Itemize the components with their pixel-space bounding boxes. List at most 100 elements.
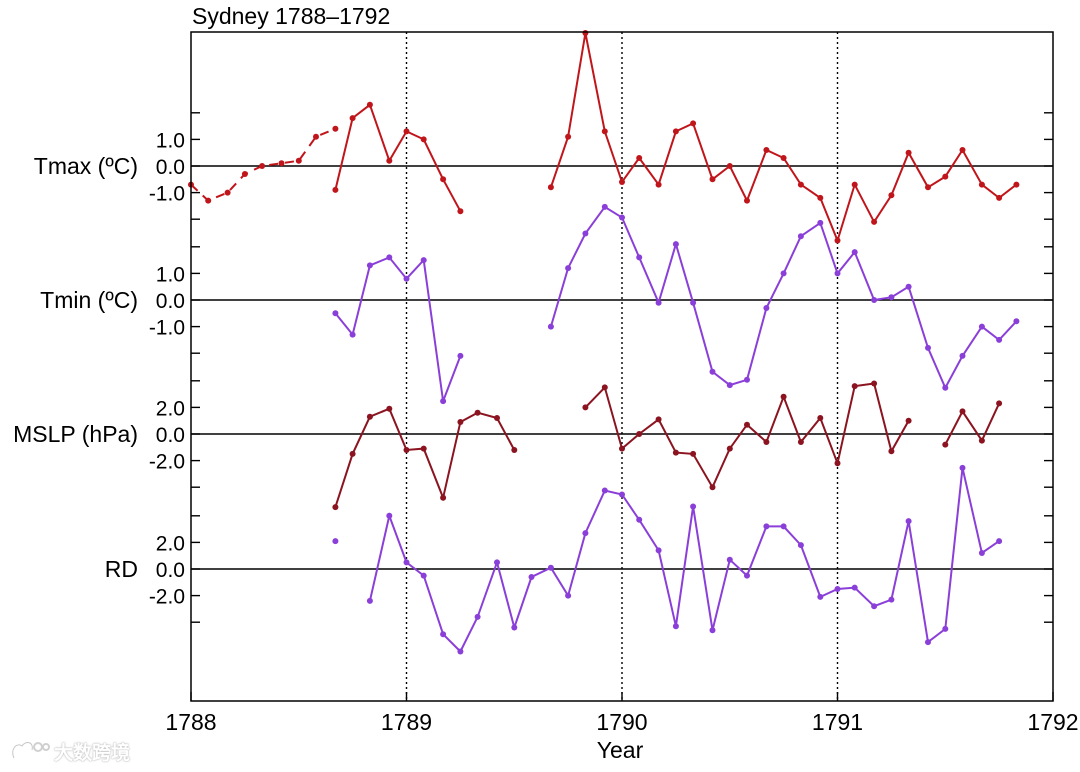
data-point <box>726 445 733 452</box>
data-point <box>978 550 985 556</box>
data-point <box>888 596 895 603</box>
data-point <box>547 184 554 191</box>
data-point <box>817 415 824 421</box>
y-tick-label: -2.0 <box>149 586 185 609</box>
data-point <box>851 249 858 256</box>
data-point <box>959 352 966 359</box>
data-point <box>1013 318 1020 325</box>
data-point <box>744 376 750 383</box>
data-point <box>996 336 1003 343</box>
data-point <box>332 186 339 193</box>
data-point <box>797 233 804 240</box>
data-point <box>834 270 841 277</box>
data-point <box>420 257 427 264</box>
watermark-logo-icon <box>11 741 50 759</box>
data-point <box>655 547 662 554</box>
data-point <box>403 128 410 135</box>
data-point <box>817 219 824 226</box>
data-point <box>690 299 697 306</box>
data-point <box>851 181 858 188</box>
data-point <box>386 254 393 261</box>
panel-1: 1.0 0.0 -1.0 Tmin (ºC) <box>40 203 1053 405</box>
data-point <box>763 305 770 311</box>
data-point <box>601 384 608 391</box>
data-point <box>619 445 625 452</box>
data-point <box>349 331 356 338</box>
panel-label: Tmin (ºC) <box>40 287 138 313</box>
x-tick-label: 1791 <box>812 709 863 735</box>
data-point <box>403 447 410 453</box>
data-point <box>582 230 589 237</box>
data-point <box>888 448 895 455</box>
data-point <box>817 593 824 600</box>
data-point <box>905 149 912 156</box>
data-point <box>690 450 697 457</box>
data-point <box>440 494 447 501</box>
data-point <box>224 189 231 196</box>
series-line-0 <box>334 256 462 402</box>
data-point <box>959 464 966 471</box>
data-point <box>672 128 679 135</box>
data-point <box>888 294 895 301</box>
data-point <box>349 115 356 122</box>
data-point <box>619 214 625 221</box>
data-point <box>978 323 985 330</box>
y-tick-label: -1.0 <box>149 317 185 340</box>
data-point <box>420 136 427 143</box>
panel-0: 1.0 0.0 -1.0 Tmax (ºC) <box>34 30 1053 244</box>
data-point <box>565 592 572 599</box>
data-point <box>511 447 518 453</box>
data-point <box>403 275 410 282</box>
x-axis-ticks: 1788 1789 1790 1791 1792 <box>165 692 1079 735</box>
data-point <box>619 491 625 498</box>
data-point <box>690 503 697 510</box>
data-point <box>420 572 427 579</box>
data-point <box>440 176 447 183</box>
data-point <box>851 383 858 390</box>
data-point <box>582 30 589 36</box>
data-point <box>655 299 662 306</box>
data-point <box>205 197 212 204</box>
data-point <box>851 584 858 591</box>
chart-title: Sydney 1788–1792 <box>192 3 390 29</box>
x-tick-label: 1790 <box>596 709 647 735</box>
data-point <box>474 409 481 416</box>
data-point <box>636 155 643 161</box>
data-point <box>511 624 518 631</box>
data-point <box>349 450 356 457</box>
data-point <box>871 603 878 610</box>
data-point <box>888 192 895 199</box>
data-point <box>601 203 608 210</box>
vertical-reference-lines <box>405 32 839 701</box>
data-point <box>672 449 679 456</box>
data-point <box>636 431 643 437</box>
series-line-1 <box>584 382 910 490</box>
data-point <box>241 171 248 177</box>
data-point <box>871 380 878 387</box>
data-point <box>636 254 643 261</box>
data-point <box>457 352 464 359</box>
data-point <box>457 648 464 655</box>
panel-label: MSLP (hPa) <box>13 421 138 447</box>
data-point <box>709 368 716 375</box>
data-point <box>726 382 733 389</box>
data-point <box>726 556 733 563</box>
data-point <box>744 197 750 204</box>
data-point <box>457 208 464 215</box>
watermark: 大数跨境 <box>8 738 130 764</box>
data-point <box>978 181 985 188</box>
data-point <box>440 398 447 405</box>
data-point <box>905 283 912 290</box>
data-point <box>871 218 878 225</box>
data-point <box>996 538 1003 545</box>
data-point <box>565 265 572 272</box>
watermark-text: 大数跨境 <box>54 741 131 764</box>
data-point <box>601 128 608 135</box>
y-tick-label: -2.0 <box>149 451 185 474</box>
y-tick-label: -1.0 <box>149 183 185 206</box>
data-point <box>494 415 500 421</box>
data-point <box>959 408 966 415</box>
data-point <box>474 613 481 620</box>
data-point <box>601 487 608 494</box>
data-point <box>547 564 554 571</box>
